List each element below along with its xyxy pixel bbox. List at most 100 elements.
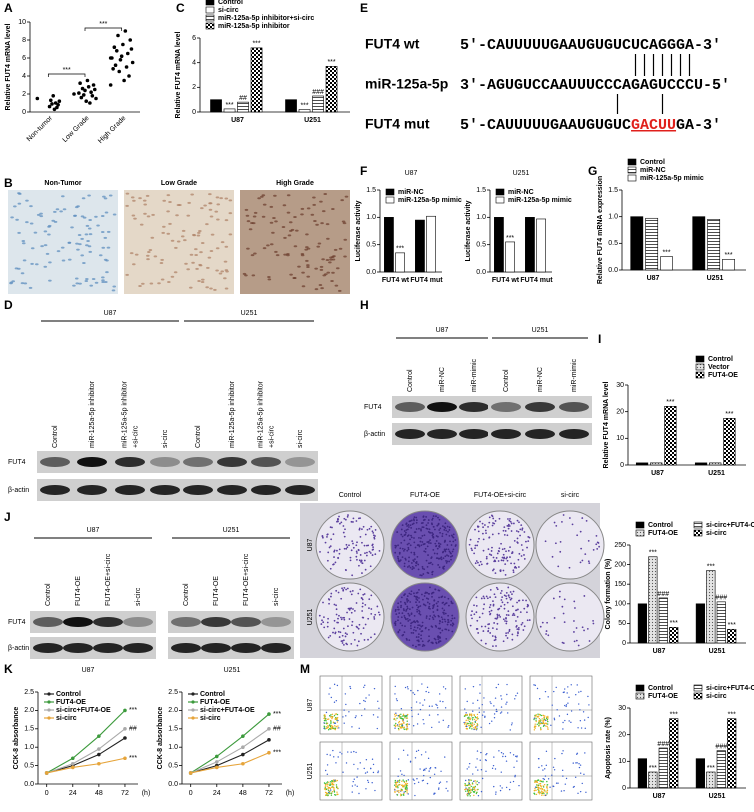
colony (502, 640, 505, 643)
event (547, 727, 549, 729)
event (474, 721, 477, 724)
event (412, 778, 414, 780)
event (403, 794, 405, 796)
legend-swatch (205, 14, 215, 22)
colony (359, 554, 362, 556)
legend-swatch (695, 371, 705, 379)
colony (397, 631, 400, 634)
colony (500, 589, 503, 592)
panel-label: I (598, 332, 601, 346)
colony (491, 635, 494, 637)
cell (139, 223, 144, 226)
event (578, 763, 580, 765)
colony (416, 608, 419, 611)
bar (395, 252, 405, 273)
colony (430, 561, 432, 564)
cell (186, 214, 191, 217)
colony (431, 518, 434, 521)
colony (332, 631, 334, 634)
event (420, 754, 423, 756)
event (513, 766, 515, 769)
cell (267, 278, 272, 281)
colony (352, 521, 354, 523)
colony (494, 638, 497, 641)
colony (487, 630, 490, 633)
cell (205, 286, 209, 289)
event (438, 721, 440, 723)
colony (488, 516, 491, 519)
x-tick-label: 24 (69, 790, 77, 797)
event (377, 700, 379, 702)
event (464, 783, 466, 785)
event (325, 784, 327, 786)
event (422, 704, 424, 706)
cell (105, 271, 109, 274)
colony (352, 517, 355, 520)
cell (103, 197, 108, 200)
event (463, 721, 465, 724)
legend-swatch (693, 529, 703, 537)
cell (250, 254, 255, 257)
colony (520, 623, 523, 626)
lane-label: Control (407, 369, 414, 392)
colony (407, 546, 410, 549)
colony (554, 542, 557, 545)
cell (253, 252, 257, 255)
colony (343, 517, 346, 520)
colony (437, 589, 440, 592)
colony (421, 522, 424, 524)
colony (412, 567, 415, 569)
event (413, 693, 416, 696)
y-tick-label: 6 (192, 35, 196, 42)
event (473, 791, 475, 794)
cell (220, 270, 225, 273)
event (473, 786, 476, 788)
colony (409, 538, 411, 541)
cell (40, 245, 44, 248)
colony (429, 542, 432, 545)
cell (67, 258, 72, 261)
event (371, 758, 374, 760)
event (329, 687, 331, 689)
event (467, 793, 469, 795)
colony (336, 549, 338, 552)
colony (421, 621, 424, 624)
cell (132, 263, 136, 266)
event (544, 690, 547, 693)
colony (345, 588, 347, 591)
lane-label: si-circ (297, 429, 304, 448)
cell (323, 192, 328, 195)
event (419, 702, 421, 704)
band (231, 617, 261, 627)
colony (360, 632, 362, 635)
y-tick-label: 200 (614, 561, 626, 568)
event (344, 693, 347, 695)
colony (350, 642, 353, 645)
cell (101, 276, 105, 279)
event (412, 725, 415, 727)
colony (397, 544, 399, 547)
cell (28, 286, 33, 289)
event (406, 723, 409, 725)
point (88, 101, 92, 105)
colony (428, 618, 431, 620)
panel-label: K (4, 662, 13, 676)
band (150, 485, 180, 495)
colony (491, 533, 494, 536)
cell (36, 213, 41, 216)
colony (442, 568, 445, 570)
legend-swatch (205, 0, 215, 6)
colony (397, 602, 400, 605)
event (547, 728, 549, 730)
event (415, 750, 418, 753)
event (470, 779, 472, 781)
colony (424, 604, 427, 607)
event (397, 775, 399, 778)
y-tick-label: 0 (192, 109, 196, 116)
legend-label: Control (648, 685, 673, 692)
colony (519, 534, 521, 537)
event (372, 763, 375, 766)
legend-marker (191, 700, 195, 704)
event (464, 713, 467, 716)
event (467, 717, 469, 719)
